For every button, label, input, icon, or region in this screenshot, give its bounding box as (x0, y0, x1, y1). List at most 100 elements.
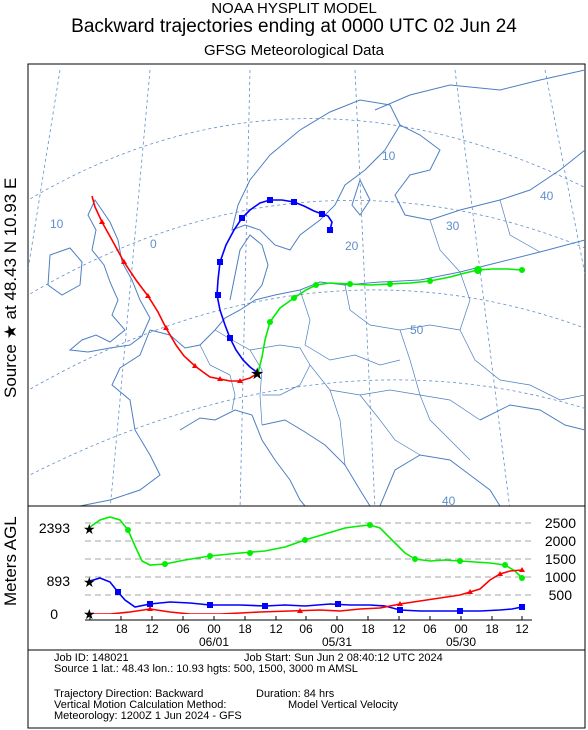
time-tick: 12 (145, 622, 159, 636)
star-icon: ★ (83, 574, 96, 590)
right-tick: 2000 (545, 533, 576, 549)
data-source-title: GFSG Meteorological Data (203, 42, 385, 59)
height-panel: 2393 893 0 2500 2000 1500 1000 500 ★ ★ ★ (27, 505, 586, 651)
grid-label: 10 (382, 149, 396, 163)
height-left-ticks: 2393 893 0 (39, 520, 70, 622)
latitude-line (28, 200, 585, 296)
height-right-ticks: 2500 2000 1500 1000 500 (545, 515, 576, 603)
grid-label: 40 (540, 189, 554, 203)
grid-label: 40 (442, 494, 456, 508)
time-tick: 06 (423, 622, 437, 636)
denmark (229, 234, 269, 301)
time-tick: 06 (176, 622, 190, 636)
longitude-line (239, 69, 251, 506)
grid-label: 0 (150, 237, 157, 251)
adriatic-coast (261, 419, 371, 506)
job-start: Job Start: Sun Jun 2 08:40:12 UTC 2024 (244, 652, 443, 664)
map-graticule (28, 69, 585, 506)
time-tick: 12 (269, 622, 283, 636)
border (359, 394, 421, 456)
info-frame (27, 649, 586, 729)
border (329, 389, 346, 466)
time-tick: 00 (207, 622, 221, 636)
vertical-method-value: Model Vertical Velocity (288, 699, 399, 711)
blue-markers (215, 197, 333, 341)
vertical-method: Vertical Motion Calculation Method: (54, 699, 227, 711)
date-label: 05/30 (446, 635, 476, 649)
black-sea-coast (479, 404, 585, 431)
gotland (351, 178, 371, 216)
meteorology: Meteorology: 1200Z 1 Jun 2024 - GFS (54, 710, 242, 722)
grid-labels: 10 0 10 20 30 40 50 40 (50, 149, 554, 508)
time-axis-ticks (85, 616, 532, 621)
model-title: NOAA HYSPLIT MODEL (211, 0, 377, 17)
longitude-line (28, 69, 61, 273)
longitude-line (454, 69, 510, 506)
right-tick: 1500 (545, 551, 576, 567)
border (344, 284, 461, 331)
star-icon: ★ (83, 521, 96, 537)
great-britain (68, 198, 151, 353)
trajectory-title: Backward trajectories ending at 0000 UTC… (71, 16, 517, 37)
baltic-east-coast (394, 124, 585, 221)
trajectory-red-line (91, 195, 259, 382)
balkans-coast (379, 454, 501, 506)
border (399, 329, 421, 396)
map-panel: 10 0 10 20 30 40 50 40 (27, 63, 586, 508)
job-id: Job ID: 148021 (54, 652, 129, 664)
source-info: Source 1 lat.: 48.43 lon.: 10.93 hgts: 5… (54, 663, 358, 675)
map-frame (27, 63, 586, 507)
grid-label: 10 (50, 217, 64, 231)
right-tick: 500 (549, 587, 573, 603)
time-tick: 18 (485, 622, 499, 636)
grid-label: 30 (446, 219, 460, 233)
green-markers (267, 266, 525, 325)
north-coast (149, 239, 585, 349)
italy-coast (179, 409, 306, 506)
time-tick: 18 (238, 622, 252, 636)
border (199, 344, 236, 411)
border (429, 219, 461, 273)
left-tick: 893 (47, 573, 71, 589)
height-red-line (90, 569, 523, 614)
date-label: 05/31 (322, 635, 352, 649)
time-tick-labels: 18 12 06 00 18 12 06 00 18 12 06 00 18 1… (114, 622, 529, 649)
border (299, 289, 401, 366)
time-tick: 18 (361, 622, 375, 636)
time-tick: 06 (299, 622, 313, 636)
border (459, 271, 585, 401)
west-coast (79, 329, 161, 506)
right-tick: 2500 (545, 515, 576, 531)
longitude-line (354, 69, 376, 506)
left-tick: 0 (50, 606, 58, 622)
latitude-line (28, 289, 585, 391)
latitude-line (28, 379, 585, 477)
coastlines (47, 69, 585, 506)
right-tick: 1000 (545, 569, 576, 585)
date-label: 06/01 (199, 635, 229, 649)
left-tick: 2393 (39, 520, 70, 536)
trajectory-direction: Trajectory Direction: Backward (54, 688, 204, 700)
time-tick: 00 (454, 622, 468, 636)
height-blue-line (89, 577, 523, 612)
border (499, 199, 541, 253)
finland-coast (374, 69, 585, 111)
source-star-icon: ★ (250, 366, 264, 383)
ireland (47, 247, 83, 296)
star-icon: ★ (83, 606, 96, 622)
grid-label: 50 (410, 323, 424, 337)
latitude-line (28, 118, 585, 201)
scandinavia (231, 99, 401, 251)
country-borders (199, 199, 585, 466)
time-tick: 18 (114, 622, 128, 636)
height-stars: ★ ★ ★ (83, 521, 96, 622)
time-tick: 00 (330, 622, 344, 636)
trajectory-markers (99, 197, 525, 383)
longitude-line (109, 69, 151, 506)
border (419, 394, 471, 461)
time-tick: 12 (515, 622, 529, 636)
grid-label: 20 (345, 239, 359, 253)
time-tick: 12 (392, 622, 406, 636)
duration: Duration: 84 hrs (256, 688, 335, 700)
